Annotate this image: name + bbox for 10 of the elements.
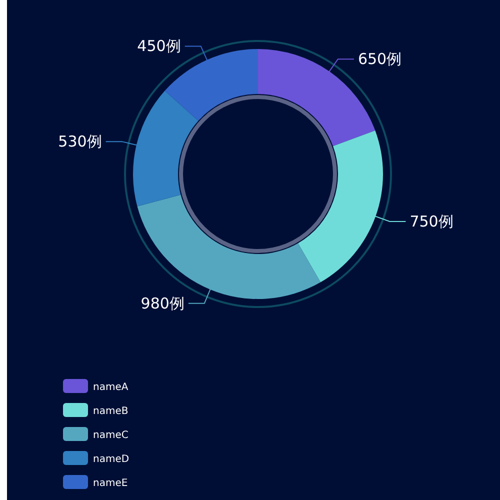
legend-label: nameC [93,430,128,441]
legend-label: nameD [93,454,130,465]
legend-label: nameB [93,406,128,417]
data-label: 450例 [137,37,181,56]
data-label: 650例 [358,50,402,68]
legend-label: nameA [93,382,128,393]
data-label: 530例 [58,132,102,151]
legend-label: nameE [93,478,128,489]
data-label: 750例 [410,212,454,230]
data-label: 980例 [140,294,184,312]
